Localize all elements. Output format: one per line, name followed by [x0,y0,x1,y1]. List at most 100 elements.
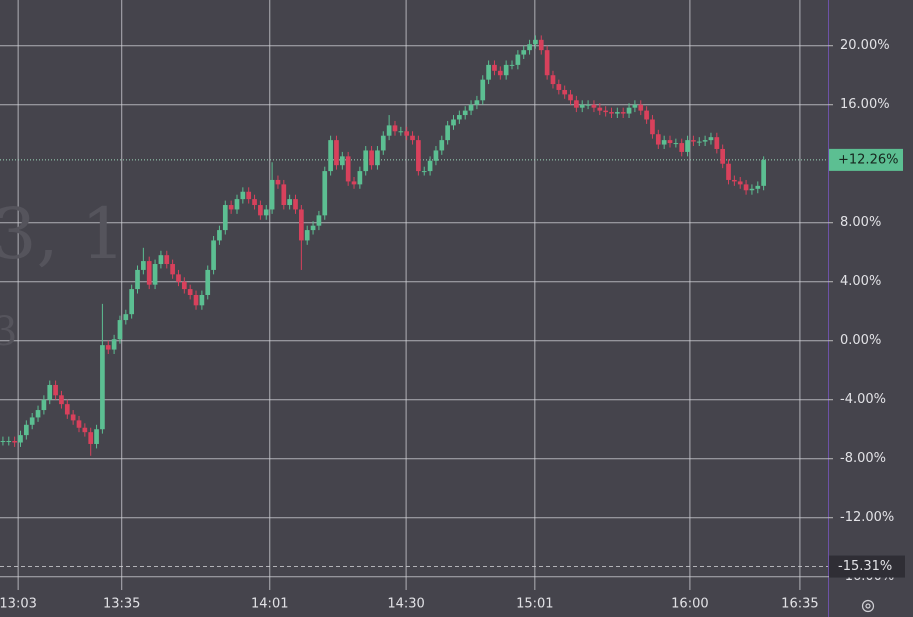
candle-body [35,410,41,418]
y-tick-label: 20.00% [840,38,890,53]
candle-body [258,205,263,216]
candle-body [696,141,702,143]
candle-body [685,140,690,152]
candle-body [41,399,47,411]
y-tick-label: -8.00% [840,451,886,466]
reference-badge [829,555,905,578]
reference-label: -15.31% [838,559,892,574]
candle-body [369,150,374,166]
candle-body [252,199,257,206]
candle-body [146,261,152,285]
last-value-label: +12.26% [838,152,898,167]
candle-body [12,441,17,443]
candle-body [246,191,252,200]
candle-body [468,104,474,111]
candle-body [661,140,667,145]
last-value-badge [829,148,903,171]
x-tick-label: 16:35 [781,597,818,612]
candle-body [609,112,614,114]
candle-body [527,44,532,51]
grid [0,0,828,590]
candle-body [123,314,129,321]
candle-body [88,432,94,444]
candle-body [632,104,638,108]
candle-body [579,104,585,108]
x-tick-label: 14:01 [251,597,288,612]
watermark-group: 3, 1 3 [0,193,126,355]
candle-body [70,414,76,421]
candle-body [743,184,749,191]
candle-body [64,404,70,415]
candles [0,35,766,456]
candle-body [480,79,486,101]
candle-body [82,427,88,433]
candle-body [398,131,404,133]
candle-body [117,320,123,340]
candle-body [761,159,766,186]
candle-body [538,39,544,51]
candle-body [392,125,398,132]
candle-body [755,185,761,189]
candle-body [164,255,170,265]
candle-body [129,289,135,315]
candle-body [556,84,562,90]
candle-body [293,199,298,210]
candle-body [158,255,164,265]
candle-body [53,384,58,396]
candle-body [322,171,328,216]
candle-body [702,140,708,142]
candle-body [574,100,579,108]
candle-body [691,140,696,142]
candle-body [457,115,462,120]
settings-icon[interactable] [861,599,875,613]
candle-body [47,384,53,400]
watermark: 3, 1 [0,193,126,275]
candle-body [345,156,351,182]
candle-body [205,269,211,295]
candle-body [59,395,64,405]
candle-body [339,156,345,166]
candle-body [427,160,433,172]
candle-body [211,240,216,270]
candle-body [18,435,23,443]
candle-body [720,148,726,164]
candle-body [644,110,649,120]
candle-body [100,345,105,430]
candle-body [562,89,568,95]
candle-body [141,261,146,270]
axes: 20.00% 16.00% 8.00% 4.00% 0.00% -4.00% -8.00% -… [0,38,905,612]
y-tick-label: -4.00% [840,392,886,407]
candle-body [650,119,655,135]
candle-body [240,191,246,200]
candle-body [433,150,439,161]
candle-body [497,70,503,76]
candle-body [105,345,111,350]
candle-body [76,420,82,428]
candle-body [544,50,550,76]
candle-body [6,441,12,443]
candle-body [486,64,491,80]
candle-body [509,64,515,66]
candle-body [603,110,608,113]
candle-body [550,75,556,85]
candle-body [228,205,234,210]
candle-body [316,215,322,226]
candle-body [638,104,644,111]
candle-body [287,199,292,206]
candle-body [234,199,240,210]
y-tick-label: 8.00% [840,215,881,230]
candle-body [181,281,187,290]
candle-body [626,107,632,114]
candle-body [263,209,269,216]
candle-body [673,143,679,145]
y-tick-label: 16.00% [840,97,890,112]
candle-body [416,140,421,172]
candle-body [679,143,685,152]
candle-body [533,39,538,45]
candle-body [667,140,673,144]
candle-body [568,94,573,101]
candle-body [380,135,386,151]
candle-body [193,295,199,306]
